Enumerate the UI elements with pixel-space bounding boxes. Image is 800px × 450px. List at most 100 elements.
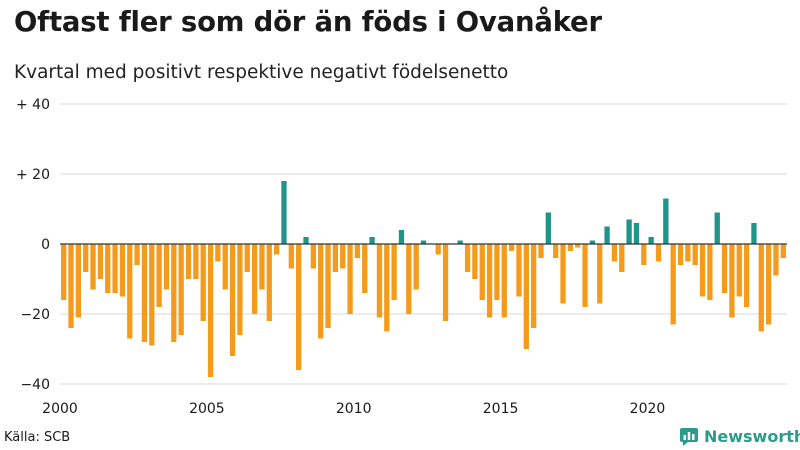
newsworthy-logo-icon — [680, 427, 698, 446]
bar — [685, 244, 691, 262]
bar — [185, 244, 192, 279]
bar — [575, 244, 581, 248]
bar — [347, 244, 353, 314]
bar — [200, 244, 206, 321]
bar — [538, 244, 544, 258]
bar — [376, 244, 383, 318]
bar — [68, 244, 74, 328]
bar — [171, 244, 177, 342]
bar — [743, 244, 750, 307]
bar — [545, 212, 551, 244]
bar — [494, 244, 500, 300]
brand-name: Newsworthy — [704, 427, 800, 446]
bar — [215, 244, 221, 262]
bar — [464, 244, 471, 272]
bar — [325, 244, 331, 328]
x-tick-label: 2000 — [42, 401, 78, 417]
bar — [369, 237, 375, 244]
bar — [670, 244, 676, 325]
bar — [420, 240, 427, 244]
bar — [663, 198, 669, 244]
bar — [273, 244, 280, 255]
y-tick-label: −40 — [20, 377, 50, 393]
bar — [604, 226, 610, 244]
bar — [707, 244, 713, 300]
bar — [156, 244, 162, 307]
bar — [406, 244, 412, 314]
bar — [244, 244, 250, 272]
bar — [149, 244, 155, 346]
bar — [354, 244, 361, 258]
bar — [567, 244, 574, 251]
bar — [751, 223, 757, 244]
bar — [193, 244, 199, 279]
bar — [288, 244, 294, 269]
bar — [97, 244, 104, 279]
bar — [648, 237, 654, 244]
bar — [259, 244, 265, 290]
bar — [611, 244, 618, 262]
bar — [508, 244, 515, 251]
bar — [479, 244, 485, 300]
bar — [729, 244, 735, 318]
bar — [413, 244, 419, 290]
bar — [677, 244, 684, 265]
bar — [516, 244, 522, 297]
bar — [773, 244, 779, 276]
bar — [486, 244, 493, 318]
bar — [391, 244, 397, 300]
bar — [318, 244, 324, 339]
y-tick-label: + 20 — [16, 167, 50, 183]
bar — [766, 244, 772, 325]
bar — [112, 244, 118, 293]
bar — [310, 244, 316, 269]
bar — [105, 244, 111, 293]
chart-title: Oftast fler som dör än föds i Ovanåker — [14, 6, 602, 38]
bar — [457, 240, 463, 244]
x-tick-label: 2010 — [336, 401, 372, 417]
bar — [597, 244, 603, 304]
bar — [692, 244, 698, 265]
bar — [362, 244, 368, 293]
bar — [553, 244, 559, 258]
bar — [714, 212, 720, 244]
bar — [332, 244, 339, 272]
bar — [163, 244, 170, 290]
bar — [589, 240, 596, 244]
bar — [619, 244, 625, 272]
bar — [127, 244, 133, 339]
bar — [90, 244, 96, 290]
bar — [83, 244, 89, 272]
bar — [626, 219, 632, 244]
bar — [134, 244, 140, 265]
bar — [531, 244, 537, 328]
bar — [303, 237, 309, 244]
bar — [207, 244, 214, 377]
bar — [699, 244, 706, 297]
bar — [633, 223, 640, 244]
bar — [384, 244, 390, 332]
bar — [523, 244, 529, 349]
bar — [758, 244, 764, 332]
bar — [560, 244, 566, 304]
x-tick-label: 2005 — [189, 401, 225, 417]
bars — [61, 181, 786, 377]
bar — [442, 244, 449, 321]
bar — [296, 244, 302, 370]
y-tick-label: + 40 — [16, 97, 50, 113]
bar — [472, 244, 478, 279]
brand-logo: Newsworthy — [680, 427, 800, 446]
x-tick-label: 2015 — [483, 401, 519, 417]
bar — [582, 244, 588, 307]
x-axis-ticks: 2000 2005 2010 2015 2020 — [42, 401, 665, 417]
source-note: Källa: SCB — [4, 430, 71, 445]
bar — [141, 244, 148, 342]
chart-subtitle: Kvartal med positivt respektive negativt… — [14, 62, 509, 83]
bar — [501, 244, 507, 318]
bar — [119, 244, 126, 297]
bar — [222, 244, 228, 290]
bar — [237, 244, 243, 335]
y-axis-ticks: + 40 + 20 0 −20 −40 — [16, 97, 50, 393]
y-tick-label: −20 — [20, 307, 50, 323]
